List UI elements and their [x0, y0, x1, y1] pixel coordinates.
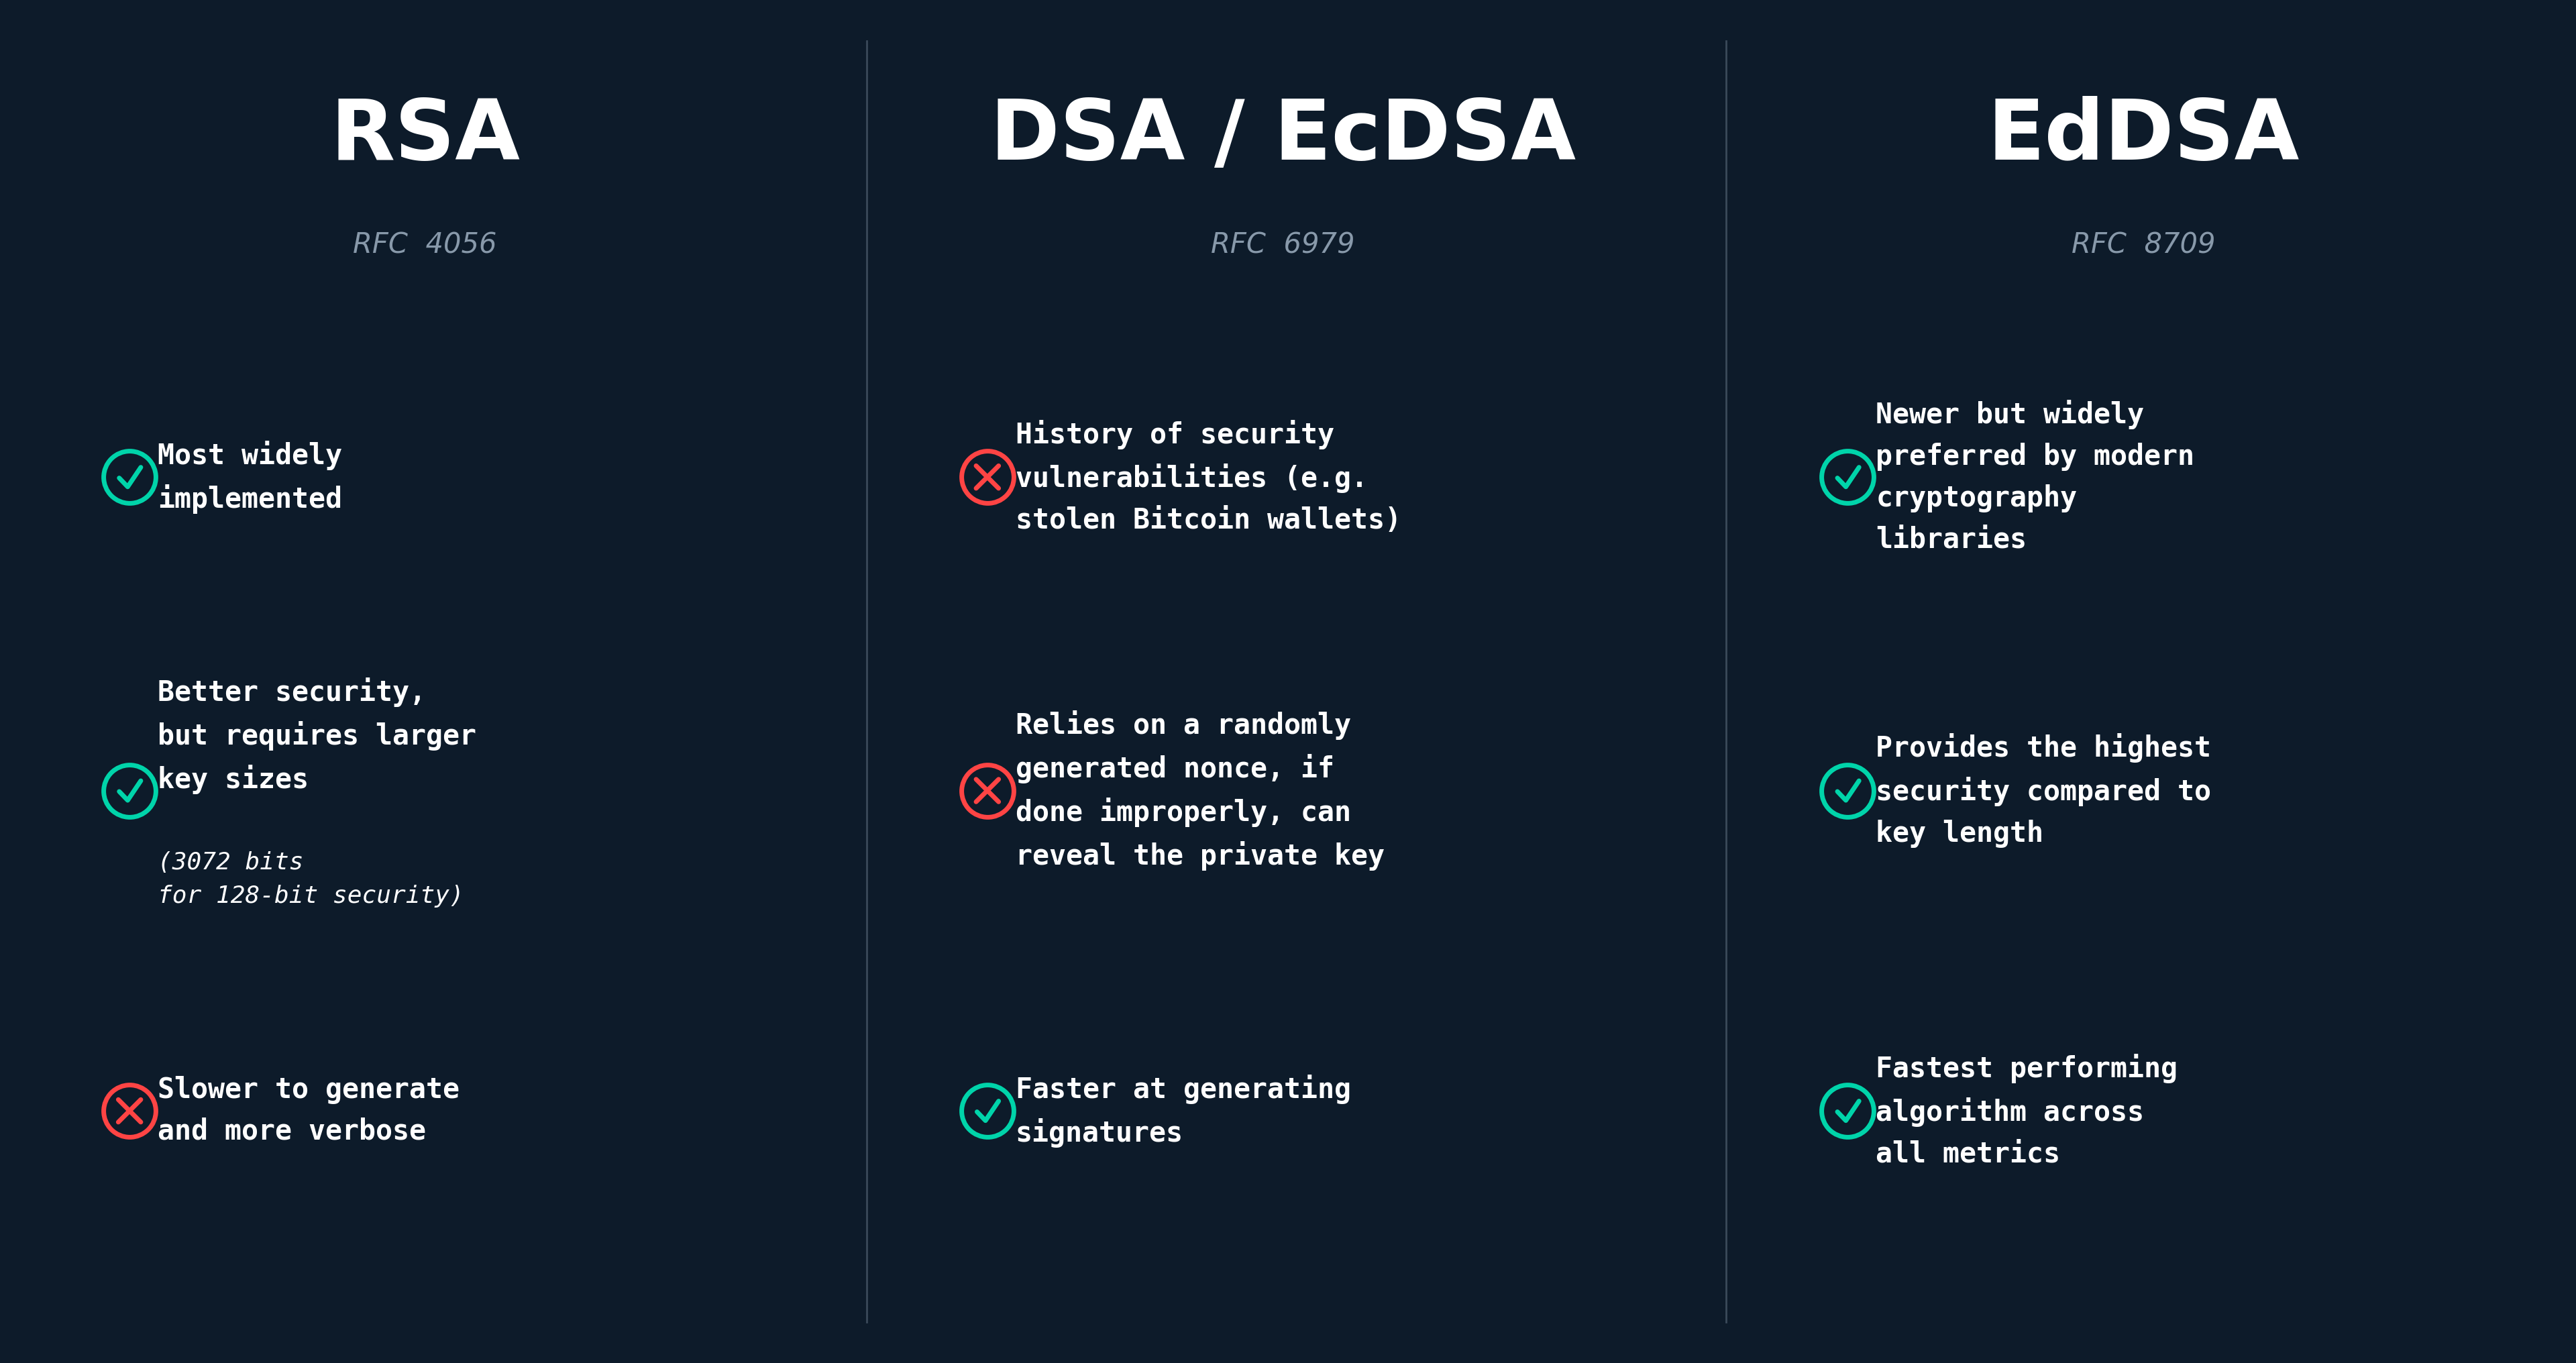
Text: RFC  8709: RFC 8709: [2071, 232, 2215, 259]
Text: Better security,
but requires larger
key sizes: Better security, but requires larger key…: [157, 677, 477, 795]
Text: Fastest performing
algorithm across
all metrics: Fastest performing algorithm across all …: [1875, 1054, 2177, 1168]
Text: History of security
vulnerabilities (e.g.
stolen Bitcoin wallets): History of security vulnerabilities (e.g…: [1015, 420, 1401, 534]
Text: Provides the highest
security compared to
key length: Provides the highest security compared t…: [1875, 733, 2210, 848]
Text: Most widely
implemented: Most widely implemented: [157, 440, 343, 514]
Text: (3072 bits
for 128-bit security): (3072 bits for 128-bit security): [157, 851, 464, 908]
Text: DSA / EcDSA: DSA / EcDSA: [989, 95, 1577, 177]
Text: Relies on a randomly
generated nonce, if
done improperly, can
reveal the private: Relies on a randomly generated nonce, if…: [1015, 710, 1383, 871]
Text: EdDSA: EdDSA: [1986, 95, 2300, 177]
Text: Faster at generating
signatures: Faster at generating signatures: [1015, 1074, 1350, 1148]
Text: RFC  4056: RFC 4056: [353, 232, 497, 259]
Text: Slower to generate
and more verbose: Slower to generate and more verbose: [157, 1075, 459, 1146]
Text: RSA: RSA: [330, 95, 520, 177]
Text: Newer but widely
preferred by modern
cryptography
libraries: Newer but widely preferred by modern cry…: [1875, 401, 2195, 553]
Text: RFC  6979: RFC 6979: [1211, 232, 1355, 259]
